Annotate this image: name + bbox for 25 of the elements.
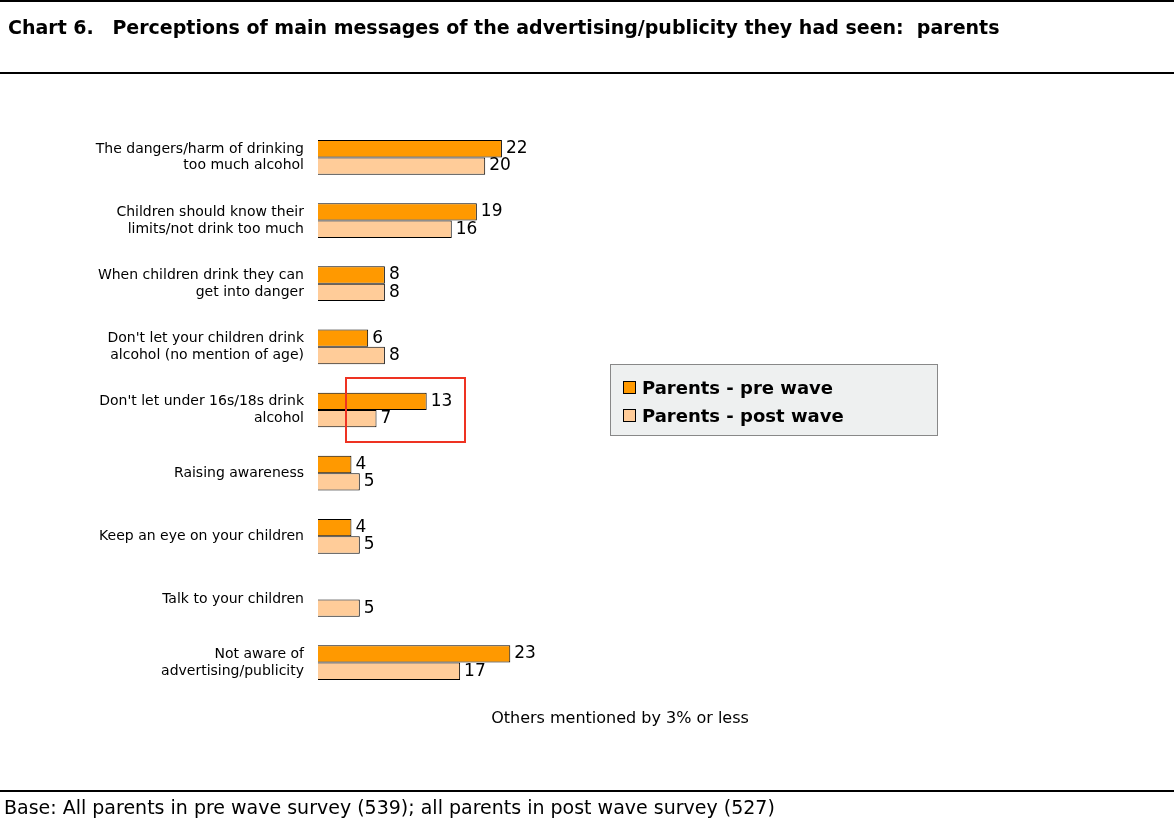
data-label: 19 [480,200,503,221]
y-tick-label: Not aware of advertising/publicity [161,644,306,678]
data-label: 6 [372,326,383,347]
y-tick-label: Children should know their limits/not drink too much [116,202,305,236]
y-tick-label: The dangers/harm of drinking too much alcohol [94,139,304,173]
data-label: 4 [355,452,367,473]
y-tick-label: Don't let your children drink alcohol (no mention of age) [107,329,305,362]
data-label: 17 [464,659,486,680]
data-label: 16 [455,217,478,238]
text: Base: All parents in pre wave survey (539); all parents in post wave survey (527) [0,790,1174,822]
data-label: 13 [430,389,453,410]
y-tick-label: Keep an eye on your children [99,526,304,543]
data-label: 23 [514,642,536,663]
legend-label: Parents - post wave [642,404,844,426]
y-tick-label: When children drink they can get into danger [97,265,305,299]
y-tick-label: Don't let under 16s/18s drink alcohol [99,392,305,426]
chart-title: Chart 6. Perceptions of main messages of the advertising/publicity they had seen: parents [0,0,1174,74]
y-tick-label: Talk to your children [161,590,304,607]
data-label: 5 [363,470,375,491]
text: Others mentioned by 3% or less [490,708,750,727]
data-label: 5 [363,596,375,617]
data-label: 7 [380,407,392,428]
legend-label: Parents - pre wave [642,376,834,398]
y-tick-label: Raising awareness [173,463,304,480]
data-label: 8 [388,343,400,364]
